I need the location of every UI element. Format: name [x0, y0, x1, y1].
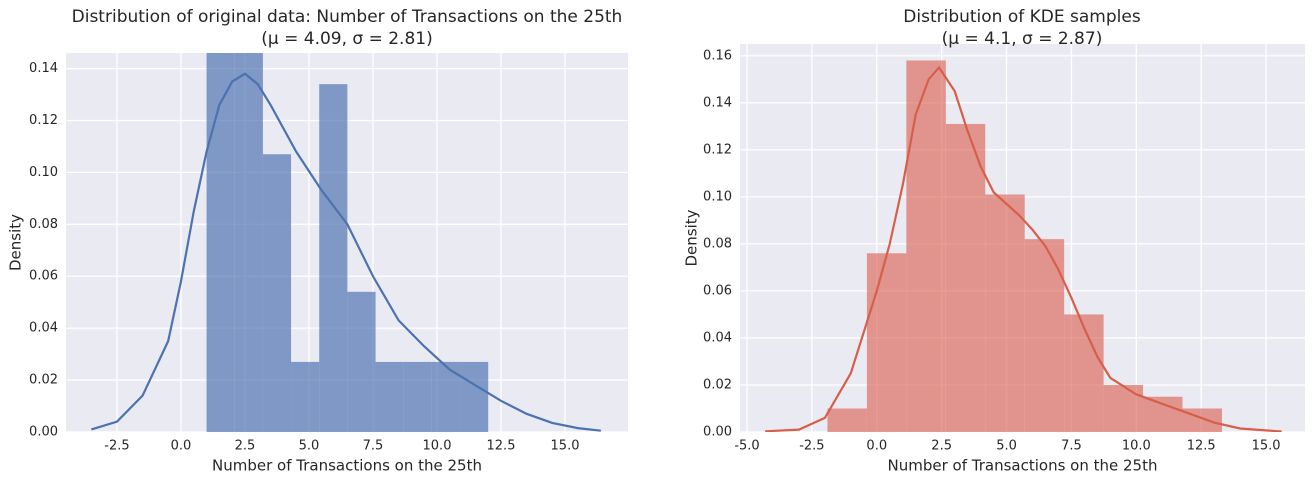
y-tick-label: 0.02	[703, 377, 732, 392]
y-tick-label: 0.06	[703, 283, 732, 298]
x-tick-label: 5.0	[996, 439, 1017, 454]
histogram-bar	[1064, 314, 1104, 432]
chart-subtitle: (μ = 4.09, σ = 2.81)	[261, 29, 432, 49]
x-tick-label: 2.5	[931, 439, 952, 454]
histogram-bar	[1024, 239, 1065, 432]
histogram-bar	[347, 291, 376, 432]
x-tick-label: 15.0	[551, 439, 580, 454]
histogram-bar	[866, 253, 907, 432]
x-tick-label: -2.5	[104, 439, 129, 454]
y-tick-label: 0.12	[703, 142, 732, 157]
chart-title: Distribution of KDE samples	[903, 7, 1141, 27]
x-tick-label: 12.5	[1187, 439, 1216, 454]
y-tick-label: 0.14	[29, 61, 58, 76]
y-tick-label: 0.10	[703, 189, 732, 204]
x-tick-label: 12.5	[487, 439, 516, 454]
y-tick-label: 0.04	[703, 330, 732, 345]
x-tick-label: 5.0	[299, 439, 320, 454]
y-tick-label: 0.08	[29, 217, 58, 232]
histogram-bar	[234, 53, 263, 432]
histogram-bar	[319, 84, 348, 432]
y-tick-label: 0.12	[29, 113, 58, 128]
x-tick-label: 10.0	[423, 439, 452, 454]
data-layer	[765, 60, 1282, 432]
x-tick-label: 7.5	[363, 439, 384, 454]
y-tick-label: 0.14	[703, 95, 732, 110]
histogram-bar	[375, 361, 404, 432]
histogram-bar	[985, 194, 1025, 432]
y-tick-label: 0.10	[29, 165, 58, 180]
histogram-bar	[1182, 408, 1222, 432]
y-tick-label: 0.08	[703, 236, 732, 251]
x-tick-label: -2.5	[799, 439, 824, 454]
histogram-bar	[1143, 396, 1183, 432]
y-tick-label: 0.00	[703, 425, 732, 440]
x-tick-label: 15.0	[1252, 439, 1281, 454]
x-tick-label: 10.0	[1122, 439, 1151, 454]
histogram-bar	[827, 408, 867, 432]
x-axis-label: Number of Transactions on the 25th	[212, 457, 482, 475]
x-axis-label: Number of Transactions on the 25th	[888, 457, 1158, 475]
histogram-bar	[460, 361, 489, 432]
histogram-bar	[906, 60, 946, 432]
x-tick-label: 2.5	[235, 439, 256, 454]
histogram-bar	[1103, 384, 1144, 432]
y-tick-label: 0.04	[29, 321, 58, 336]
histogram-bar	[262, 154, 292, 432]
histogram-bar	[945, 123, 986, 432]
histogram-bar	[403, 361, 432, 432]
histogram-bar	[291, 361, 320, 432]
kde-line	[91, 72, 601, 432]
chart-subtitle: (μ = 4.1, σ = 2.87)	[942, 29, 1103, 49]
y-axis-label: Density	[683, 209, 701, 266]
data-layer	[91, 53, 601, 432]
chart-title: Distribution of original data: Number of…	[72, 7, 623, 27]
kde-line	[765, 65, 1282, 432]
y-tick-label: 0.16	[703, 48, 732, 63]
histogram-bar	[206, 53, 235, 432]
x-tick-label: 7.5	[1061, 439, 1082, 454]
y-axis-label: Density	[7, 214, 25, 271]
x-tick-label: 0.0	[171, 439, 192, 454]
y-tick-label: 0.00	[29, 425, 58, 440]
x-tick-label: -5.0	[734, 439, 759, 454]
y-tick-label: 0.06	[29, 269, 58, 284]
x-tick-label: 0.0	[866, 439, 887, 454]
y-tick-label: 0.02	[29, 373, 58, 388]
